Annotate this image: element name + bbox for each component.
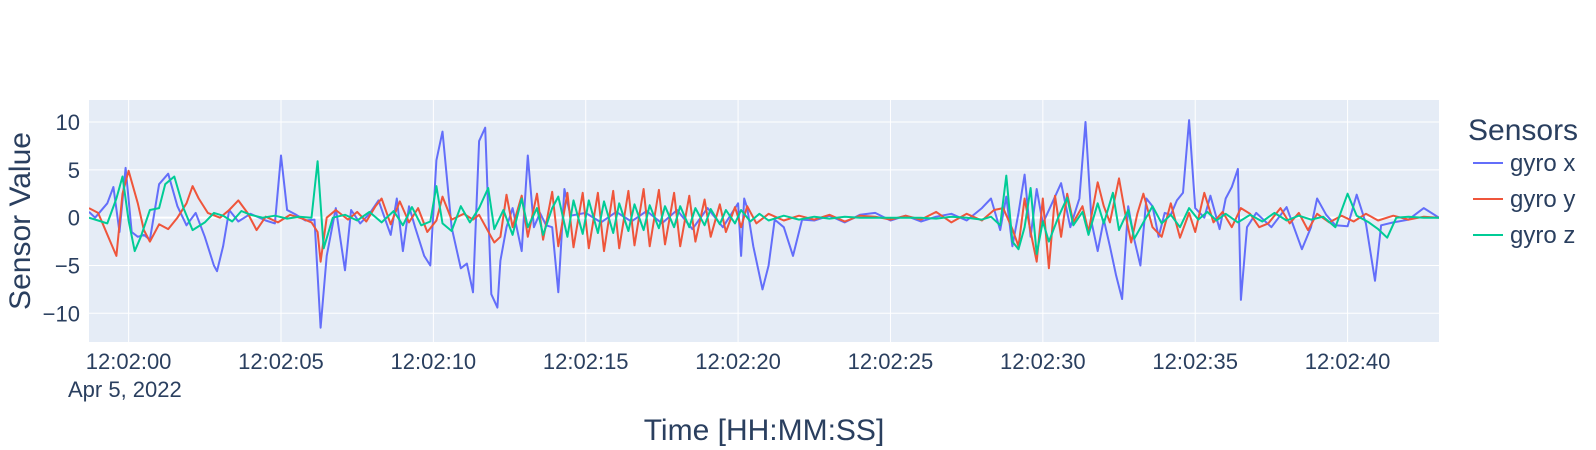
y-tick-label: 5: [68, 158, 80, 183]
x-tick-label: 12:02:30: [1000, 349, 1086, 374]
series-lines: [89, 119, 1439, 329]
x-tick-label: 12:02:40: [1305, 349, 1391, 374]
x-tick-label: 12:02:20: [695, 349, 781, 374]
x-tick-label: 12:02:05: [238, 349, 324, 374]
y-tick-label: 0: [68, 206, 80, 231]
x-tick-label: 12:02:10: [391, 349, 477, 374]
y-axis-title: Sensor Value: [4, 132, 37, 310]
x-tick-label: 12:02:35: [1152, 349, 1238, 374]
y-axis-ticks: 10 5 0 −5 −10: [43, 110, 80, 326]
series-line-gyro-y: [89, 169, 1439, 270]
legend-title: Sensors: [1468, 114, 1578, 147]
x-axis-date-label: Apr 5, 2022: [68, 377, 182, 402]
legend-label-gyro-y[interactable]: gyro y: [1510, 186, 1575, 213]
legend-label-gyro-z[interactable]: gyro z: [1510, 222, 1575, 249]
x-tick-label: 12:02:00: [86, 349, 172, 374]
y-tick-label: 10: [56, 110, 80, 135]
x-axis-ticks: 12:02:00 12:02:05 12:02:10 12:02:15 12:02:20…: [86, 349, 1391, 374]
x-tick-label: 12:02:15: [543, 349, 629, 374]
legend: Sensors gyro x gyro y gyro z: [1468, 114, 1578, 249]
x-axis-title: Time [HH:MM:SS]: [644, 414, 885, 447]
legend-label-gyro-x[interactable]: gyro x: [1510, 150, 1575, 177]
y-tick-label: −10: [43, 301, 80, 326]
y-tick-label: −5: [55, 253, 80, 278]
series-line-gyro-z: [89, 160, 1439, 255]
x-tick-label: 12:02:25: [848, 349, 934, 374]
